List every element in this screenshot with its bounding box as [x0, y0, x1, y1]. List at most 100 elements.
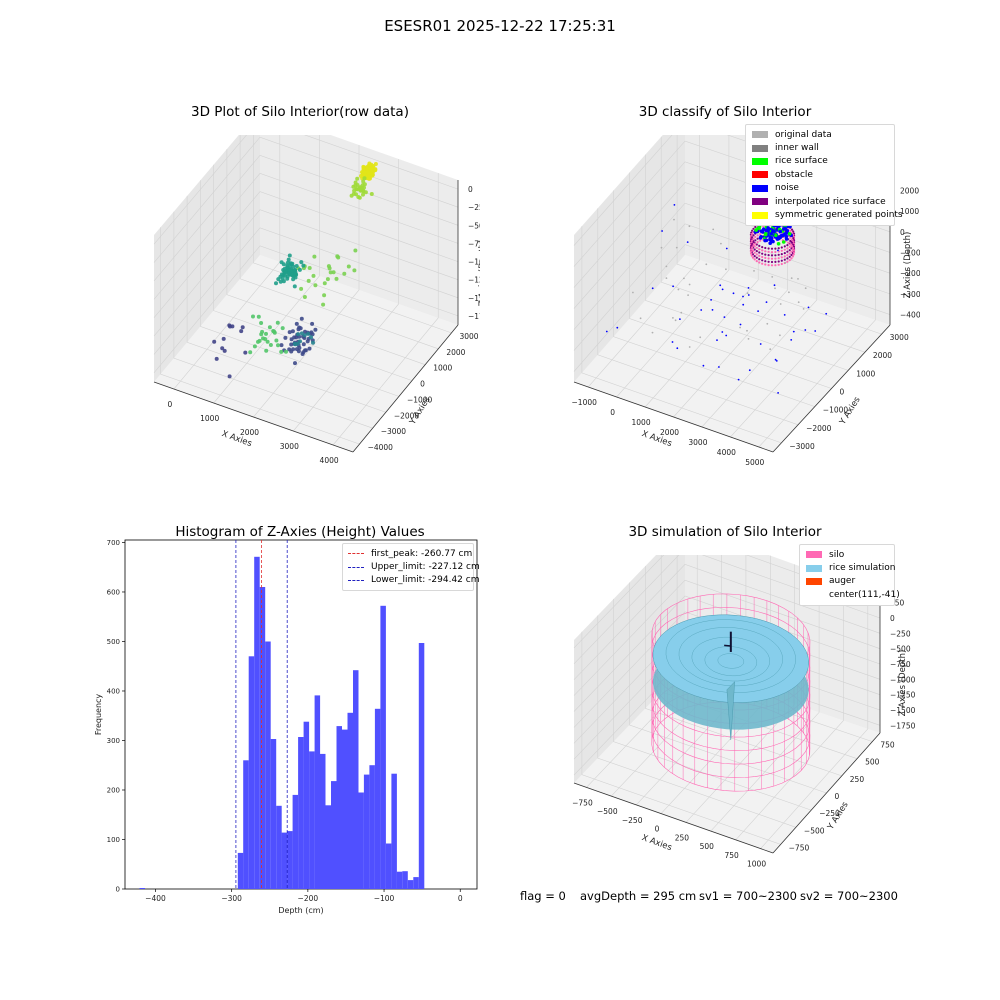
data-point — [311, 340, 315, 345]
data-point — [302, 295, 307, 299]
data-point — [214, 356, 219, 361]
x-axis-label: Depth (cm) — [278, 906, 323, 915]
z-axis-label: Z Axies (Depth) — [898, 650, 908, 717]
y-tick-label: 0 — [116, 886, 120, 894]
y-grid-line — [613, 598, 812, 811]
inner-wall-point — [756, 240, 759, 244]
z-grid-line — [573, 564, 881, 680]
inner-wall-point — [764, 253, 767, 256]
noise-point — [807, 306, 810, 309]
data-point — [287, 330, 292, 335]
data-point — [293, 342, 298, 347]
inner-wall-point — [767, 254, 770, 257]
y-tick-label: −2000 — [806, 424, 832, 433]
data-point — [239, 329, 244, 334]
y-tick-label: −4000 — [368, 443, 394, 452]
data-point — [296, 332, 301, 337]
noise-point — [661, 230, 663, 232]
data-point — [298, 326, 303, 331]
inner-wall-point — [780, 259, 783, 262]
data-point — [264, 348, 269, 353]
noise-point — [605, 330, 608, 333]
legend-swatch — [752, 157, 768, 165]
inner-wall-point — [753, 248, 756, 251]
data-point — [325, 277, 330, 282]
surface-point — [754, 228, 758, 232]
histogram-bar — [402, 871, 408, 889]
original-point — [746, 292, 749, 295]
inner-wall-point — [788, 245, 791, 248]
original-point — [674, 319, 677, 322]
inner-wall-point — [753, 255, 756, 258]
inner-wall-point — [770, 247, 774, 250]
inner-wall-point — [788, 252, 791, 255]
data-point — [359, 174, 363, 178]
original-point — [705, 263, 708, 266]
inner-wall-point — [750, 248, 753, 251]
data-point — [286, 257, 291, 262]
x-tick-label: −100 — [374, 894, 395, 903]
rice-mesh-line — [717, 653, 745, 669]
rice-funnel — [726, 681, 735, 740]
noise-point — [702, 364, 705, 367]
y-grid-line — [226, 149, 426, 365]
noise-point — [672, 285, 674, 288]
inner-wall-point — [786, 257, 789, 260]
inner-wall-point — [751, 236, 754, 239]
data-point — [222, 348, 227, 353]
y-tick-label: −3000 — [789, 442, 815, 451]
inner-wall-point — [790, 238, 794, 241]
z-tick-label: −3000 — [900, 290, 920, 299]
z-tick-label: 0 — [468, 185, 473, 194]
noise-point — [710, 299, 712, 301]
histogram-bar — [369, 765, 375, 889]
data-point — [212, 339, 217, 344]
y-tick-label: −250 — [819, 809, 840, 818]
surface-point — [774, 233, 778, 238]
z-tick-label: −250 — [890, 629, 911, 638]
original-point — [771, 276, 774, 278]
surface-point — [783, 232, 787, 236]
data-point — [280, 326, 285, 331]
panel2-legend: original data inner wall rice surface obsta… — [745, 124, 903, 226]
noise-point — [721, 288, 724, 291]
histogram-bar — [385, 843, 392, 889]
x-grid-line — [710, 573, 820, 832]
inner-wall-point — [767, 250, 770, 253]
legend-swatch — [348, 553, 364, 555]
original-point — [790, 277, 793, 279]
panel3-histogram: −400 −300 −200 −100 0 0 100 200 300 400 500 600 700 D… — [94, 539, 478, 915]
original-point — [712, 228, 715, 231]
noise-point — [825, 312, 828, 315]
inner-wall-point — [770, 257, 774, 260]
legend-item: Upper_limit: -227.12 cm — [348, 560, 480, 573]
inner-wall-point — [788, 255, 791, 258]
data-point — [369, 167, 373, 172]
z-grid-line — [153, 227, 459, 355]
data-point — [294, 264, 299, 268]
x-grid-line — [213, 135, 320, 404]
histogram-bar — [358, 792, 364, 889]
surface-point — [787, 232, 792, 236]
y-tick-label: −2000 — [394, 411, 420, 420]
inner-wall-point — [770, 251, 774, 254]
y-tick-label: 500 — [865, 758, 880, 767]
x-tick-label: 3000 — [280, 442, 299, 451]
data-point — [346, 264, 351, 269]
z-axis-label: Z Axies (Depth) — [903, 232, 913, 299]
noise-point — [774, 358, 777, 361]
inner-wall-point — [793, 251, 796, 254]
data-point — [279, 343, 284, 348]
panel2-title: 3D classify of Silo Interior — [638, 104, 812, 120]
data-point — [356, 195, 361, 199]
inner-wall-point — [755, 260, 758, 263]
y-tick-label: −1000 — [823, 406, 849, 415]
y-grid-line — [676, 135, 882, 335]
inner-wall-point — [767, 247, 770, 250]
noise-point — [748, 369, 751, 372]
y-axis-line — [352, 324, 459, 453]
legend-item: symmetric generated points — [752, 208, 903, 221]
data-point — [362, 176, 367, 181]
original-point — [665, 277, 668, 279]
inner-wall-point — [758, 258, 761, 261]
